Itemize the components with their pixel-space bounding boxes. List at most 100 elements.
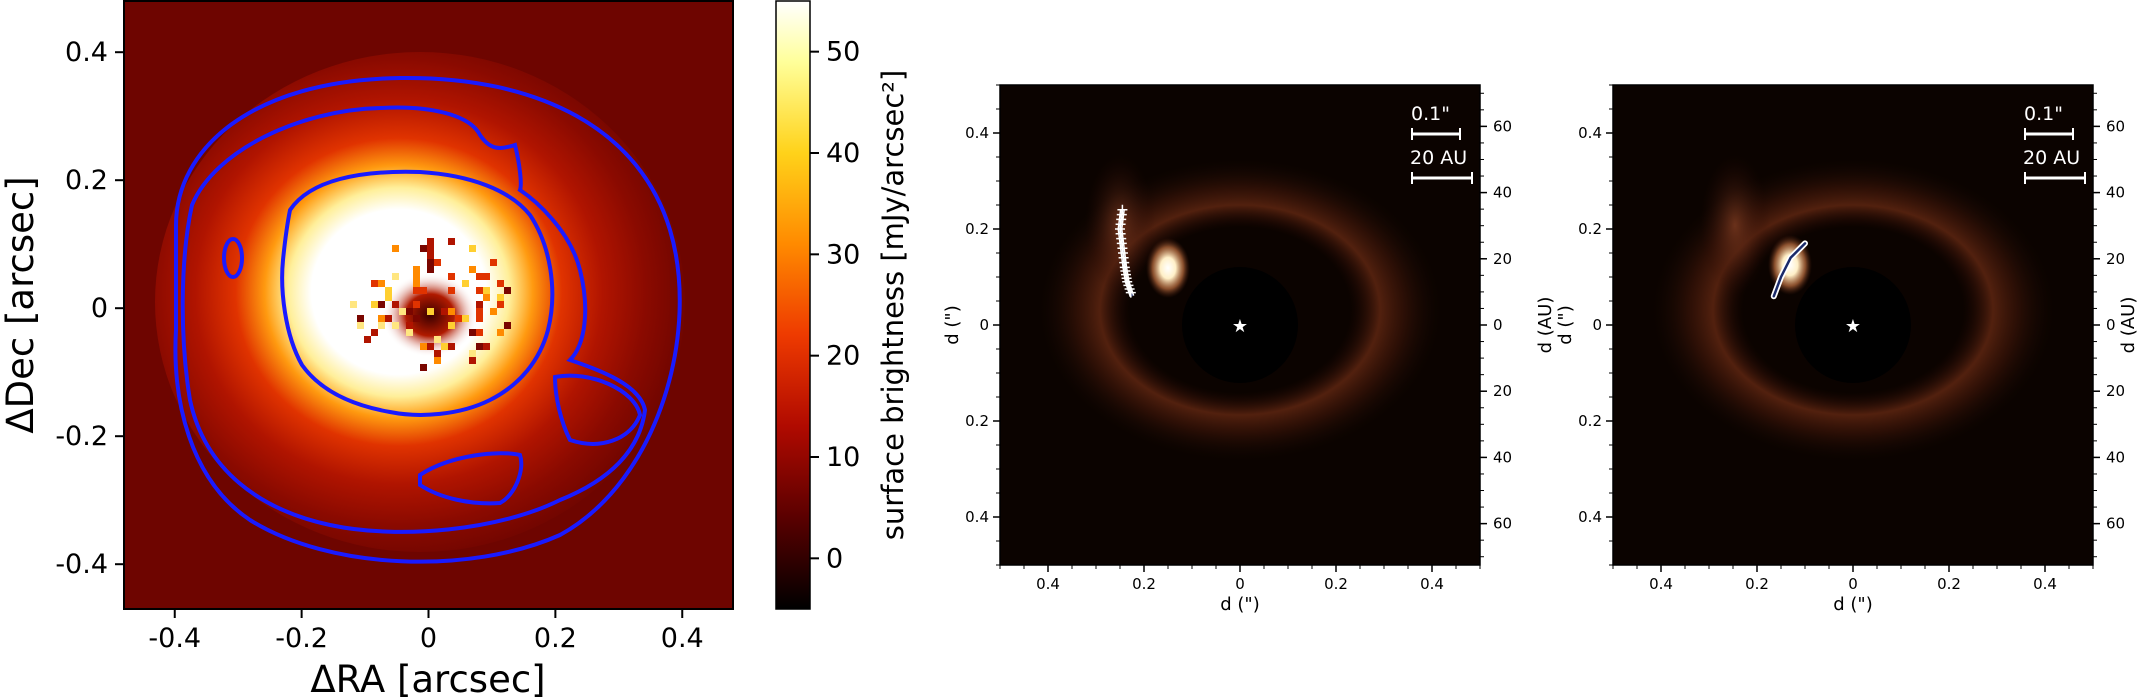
panel-2-spine-markers <box>1115 204 1136 298</box>
panel-1-xlabel: ΔRA [arcsec] <box>310 658 545 700</box>
panel-1-speckle-pixel <box>357 315 364 322</box>
panel-2-ytick-label: 0 <box>979 316 989 334</box>
contour-right-lobe <box>552 373 643 446</box>
panel-1-speckle-pixel <box>434 336 441 343</box>
panel-3-right-tick-label: 40 <box>2106 448 2125 466</box>
panel-1-speckle-pixel <box>427 308 434 315</box>
colorbar-gradient <box>775 0 811 610</box>
panel-3-xtick-label: 0.2 <box>1937 575 1961 593</box>
panel-2-ylabel: d (") <box>942 305 963 344</box>
panel-1-speckle-pixel <box>413 273 420 280</box>
panel-3-sphere-image: ★ 0.1" 20 AU 0.4 0.2 0 0.2 0.4 0.4 0.2 0 0.2 0.4 6… <box>1555 84 2139 615</box>
panel-2-star: ★ <box>1232 316 1248 337</box>
panel-1-speckle-pixel <box>427 266 434 273</box>
panel-1-speckle-pixel <box>476 308 483 315</box>
panel-1-speckle-pixel <box>469 357 476 364</box>
panel-1-speckle-pixel <box>427 245 434 252</box>
panel-1-speckle-pixel <box>462 280 469 287</box>
panel-1-speckle-pixel <box>504 287 511 294</box>
panel-1-speckle-pixel <box>434 259 441 266</box>
panel-1-xtick-label: 0.2 <box>534 623 577 654</box>
panel-3-ylabel: d (") <box>1555 305 1576 344</box>
panel-2-scalebar-arcsec-label: 0.1" <box>1411 103 1450 125</box>
panel-3-scalebar-au-label: 20 AU <box>2023 147 2080 169</box>
panel-1-speckle-pixel <box>427 343 434 350</box>
panel-1-speckle-pixel <box>434 357 441 364</box>
colorbar-tick-label: 30 <box>826 239 860 270</box>
panel-3-scalebars: 0.1" 20 AU <box>2023 103 2086 184</box>
panel-1-speckle-pixel <box>448 308 455 315</box>
panel-2-scalebar-au-label: 20 AU <box>1410 147 1467 169</box>
panel-1-ylabel: ΔDec [arcsec] <box>0 176 42 433</box>
panel-1-ytick-label: -0.4 <box>55 549 108 580</box>
panel-3-right-tick-label: 60 <box>2106 117 2125 135</box>
panel-1-ytick-label: 0.2 <box>65 165 108 196</box>
panel-2-ytick-label: 0.4 <box>965 508 989 526</box>
panel-1-speckle-pixel <box>427 238 434 245</box>
panel-2-spine-marker <box>1125 287 1136 298</box>
panel-3-right-ylabel: d (AU) <box>2118 297 2139 354</box>
colorbar-tick-label: 50 <box>826 37 860 68</box>
panel-2-ytick-label: 0.2 <box>965 412 989 430</box>
panel-1-speckle <box>350 238 511 371</box>
panel-1-speckle-pixel <box>497 301 504 308</box>
panel-1-speckle-pixel <box>483 287 490 294</box>
panel-3-ytick-label: 0.4 <box>1578 124 1602 142</box>
panel-3-right-tick-label: 40 <box>2106 184 2125 202</box>
panel-2-right-tick-label: 20 <box>1493 250 1512 268</box>
panel-3-axes: 0.4 0.2 0 0.2 0.4 0.4 0.2 0 0.2 0.4 60 40 20 0 20 40 60 <box>1578 84 2125 593</box>
colorbar-label: surface brightness [mJy/arcsec²] <box>876 70 910 541</box>
panel-1-speckle-pixel <box>476 301 483 308</box>
panel-1-speckle-pixel <box>490 308 497 315</box>
panel-1-speckle-pixel <box>392 322 399 329</box>
panel-1-speckle-pixel <box>392 301 399 308</box>
panel-2-xtick-label: 0.4 <box>1420 575 1444 593</box>
panel-3-ytick-label: 0.2 <box>1578 412 1602 430</box>
panel-1-speckle-pixel <box>385 287 392 294</box>
panel-1-speckle-pixel <box>483 343 490 350</box>
panel-1-speckle-pixel <box>434 350 441 357</box>
panel-3-xtick-label: 0.4 <box>1649 575 1673 593</box>
panel-1-speckle-pixel <box>420 364 427 371</box>
panel-2-bright-blob <box>1146 238 1190 298</box>
panel-1-speckle-pixel <box>441 308 448 315</box>
panel-1-speckle-pixel <box>483 273 490 280</box>
panel-1-xtick-label: -0.2 <box>275 623 328 654</box>
panel-2-coronagraph-mask <box>1182 267 1298 383</box>
panel-2-right-tick-label: 0 <box>1493 316 1503 334</box>
colorbar: 0 10 20 30 40 50 surface brightness [mJy/arcs… <box>775 0 910 610</box>
panel-2-ytick-label: 0.4 <box>965 124 989 142</box>
panel-3-ytick-label: 0 <box>1592 316 1602 334</box>
panel-1-speckle-pixel <box>371 329 378 336</box>
panel-2-right-tick-label: 20 <box>1493 382 1512 400</box>
panel-1-speckle-pixel <box>469 245 476 252</box>
panel-3-right-tick-label: 20 <box>2106 382 2125 400</box>
panel-1-speckle-pixel <box>413 266 420 273</box>
panel-2-xlabel: d (") <box>1220 594 1259 615</box>
panel-1-ytick-label: 0 <box>91 293 108 324</box>
panel-3-right-tick-label: 0 <box>2106 316 2116 334</box>
panel-1-speckle-pixel <box>469 266 476 273</box>
contour-lower-blob <box>418 451 524 506</box>
panel-1-speckle-pixel <box>413 287 420 294</box>
panel-1-speckle-pixel <box>448 343 455 350</box>
panel-2-sphere-image: ★ 0.1" 20 AU 0.4 0.2 0 0.2 0.4 0.4 0.2 0 0.2 0.4 6… <box>942 84 1556 615</box>
panel-3-xtick-label: 0.2 <box>1745 575 1769 593</box>
panel-1-speckle-pixel <box>427 252 434 259</box>
panel-3-xtick-label: 0.4 <box>2033 575 2057 593</box>
panel-1-speckle-pixel <box>476 329 483 336</box>
panel-1-speckle-pixel <box>399 308 406 315</box>
panel-1-speckle-pixel <box>420 343 427 350</box>
panel-1-speckle-pixel <box>371 301 378 308</box>
panel-3-ytick-label: 0.2 <box>1578 220 1602 238</box>
panel-2-right-tick-label: 40 <box>1493 184 1512 202</box>
panel-1-speckle-pixel <box>448 238 455 245</box>
panel-1-xtick-label: 0 <box>420 623 437 654</box>
panel-3-faint-arc <box>1700 155 1770 295</box>
panel-1-speckle-pixel <box>427 259 434 266</box>
panel-1-speckle-pixel <box>364 336 371 343</box>
panel-1-speckle-pixel <box>462 315 469 322</box>
panel-1-speckle-pixel <box>476 315 483 322</box>
panel-1-speckle-pixel <box>497 329 504 336</box>
panel-1-ytick-label: 0.4 <box>65 37 108 68</box>
